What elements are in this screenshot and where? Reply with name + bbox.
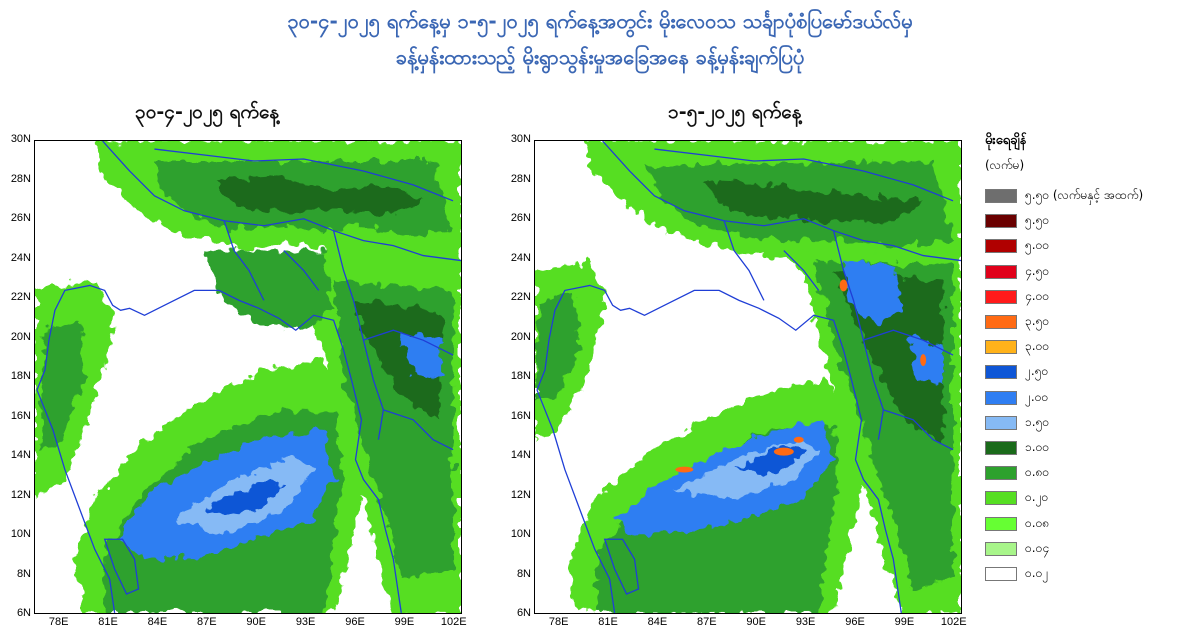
panel-2-lat-tick: 16N <box>510 409 531 422</box>
map-title-line-1: ၃၀-၄-၂၀၂၅ ရက်နေ့မှ ၁-၅-၂၀၂၅ ရက်နေ့အတွင်း… <box>287 9 913 33</box>
panel-1-lon-tick: 84E <box>147 616 168 628</box>
panel-1-rainfall-map <box>34 140 462 614</box>
panel-1-lat-tick: 14N <box>10 449 31 461</box>
panel-2-lat-tick: 14N <box>510 449 531 461</box>
legend-label: ၅.၅၀ (လက်မနှင့် အထက်) <box>1025 188 1144 202</box>
panel-1-lat-tick: 12N <box>10 488 31 501</box>
legend-label: ၃.၅၀ <box>1025 314 1050 328</box>
panel-1-lat-tick: 30N <box>10 133 31 145</box>
panel-1-lat-tick: 10N <box>10 528 31 540</box>
panel-2-lat-tick: 18N <box>510 370 531 382</box>
panel-1-date-label: ၃၀-၄-၂၀၂၅ ရက်နေ့ <box>135 101 280 123</box>
panel-2-lat-tick: 12N <box>510 488 531 501</box>
panel-1-lon-tick: 90E <box>246 616 266 628</box>
panel-2-lat-tick: 6N <box>516 607 531 619</box>
panel-1-lat-tick: 20N <box>10 330 31 343</box>
panel-1-lat-tick: 6N <box>16 607 31 619</box>
panel-1-lon-tick: 102E <box>440 616 467 628</box>
panel-1-lat-tick: 22N <box>10 291 31 303</box>
panel-1-lat-tick: 24N <box>10 251 31 264</box>
legend-label: ၀.၈၀ <box>1025 465 1050 480</box>
legend-label: ၄.၀၀ <box>1025 288 1050 303</box>
legend-label: ၂.၅၀ <box>1025 364 1049 379</box>
panel-1-lon-tick: 93E <box>295 616 316 628</box>
legend-label: ၁.၀၀ <box>1025 440 1050 454</box>
panel-2-lon-tick: 84E <box>647 616 668 628</box>
legend-swatch <box>985 567 1017 581</box>
panel-1-lat-tick: 26N <box>10 212 31 224</box>
panel-2-lon-tick: 96E <box>845 616 865 628</box>
panel-2-lat-tick: 22N <box>510 291 531 303</box>
panel-2-lat-tick: 30N <box>510 133 531 145</box>
panel-2-lon-tick: 93E <box>795 616 816 628</box>
panel-1-lon-tick: 87E <box>197 616 217 628</box>
legend-label: ၃.၀၀ <box>1025 339 1050 354</box>
legend-swatch <box>985 264 1017 279</box>
legend-swatch <box>985 415 1017 430</box>
panel-2-date-label: ၁-၅-၂၀၂၅ ရက်နေ့ <box>668 101 802 123</box>
panel-2-lat-tick: 8N <box>516 567 531 580</box>
legend-swatch <box>985 466 1017 481</box>
map-title-line-2: ခန့်မှန်းထားသည့် မိုးရွာသွန်းမှုအခြေအနေ … <box>395 45 805 69</box>
panel-1-lon-tick: 81E <box>98 616 118 628</box>
legend-swatch <box>985 365 1017 380</box>
legend-label: ၄.၅၀ <box>1025 263 1050 278</box>
panel-2-lat-tick: 28N <box>510 172 531 185</box>
panel-2-lon-tick: 87E <box>697 616 717 628</box>
legend-swatch <box>985 239 1017 254</box>
panel-1-lat-tick: 18N <box>10 370 31 382</box>
legend-swatch <box>985 214 1017 229</box>
legend-swatch <box>985 390 1017 405</box>
legend-unit: (လက်မ) <box>985 158 1025 172</box>
legend-swatch <box>985 189 1017 203</box>
legend-swatch <box>985 315 1017 329</box>
panel-1-lat-tick: 8N <box>16 567 31 580</box>
legend-swatch <box>985 541 1017 556</box>
panel-2-lat-tick: 10N <box>510 528 531 540</box>
panel-2-lat-tick: 26N <box>510 212 531 224</box>
rainfall-legend: မိုးရေချိန် (လက်မ) ၅.၅၀ (လက်မနှင့် အထက်)… <box>985 132 1195 581</box>
panel-2-lon-tick: 81E <box>598 616 618 628</box>
panel-1-lon-tick: 99E <box>394 616 415 628</box>
legend-label: ၀.၀၄ <box>1025 540 1050 555</box>
panel-2-lat-tick: 20N <box>510 330 531 343</box>
legend-label: ၀.၀၂ <box>1025 566 1049 580</box>
legend-label: ၅.၅၀ <box>1025 213 1050 228</box>
legend-swatch <box>985 289 1017 304</box>
legend-label: ၀.၂၀ <box>1025 490 1049 505</box>
legend-swatch <box>985 516 1017 531</box>
panel-2-lon-tick: 78E <box>548 616 569 628</box>
legend-label: ၂.၀၀ <box>1025 389 1049 404</box>
legend-swatch <box>985 340 1017 355</box>
panel-2-lat-tick: 24N <box>510 251 531 264</box>
panel-2-lon-tick: 102E <box>940 616 967 628</box>
panel-2-lon-tick: 99E <box>894 616 915 628</box>
panel-1-lat-tick: 16N <box>10 409 31 422</box>
legend-label: ၁.၅၀ <box>1025 414 1050 429</box>
panel-1-lon-tick: 78E <box>48 616 69 628</box>
panel-1-lat-tick: 28N <box>10 172 31 185</box>
legend-label: ၀.၀၈ <box>1025 515 1050 530</box>
panel-2-rainfall-map <box>534 140 962 614</box>
legend-swatch <box>985 491 1017 506</box>
legend-label: ၅.၀၀ <box>1025 238 1050 253</box>
panel-2-lon-tick: 90E <box>746 616 766 628</box>
legend-title: မိုးရေချိန် <box>985 133 1027 148</box>
legend-swatch <box>985 441 1017 455</box>
panel-1-lon-tick: 96E <box>345 616 365 628</box>
